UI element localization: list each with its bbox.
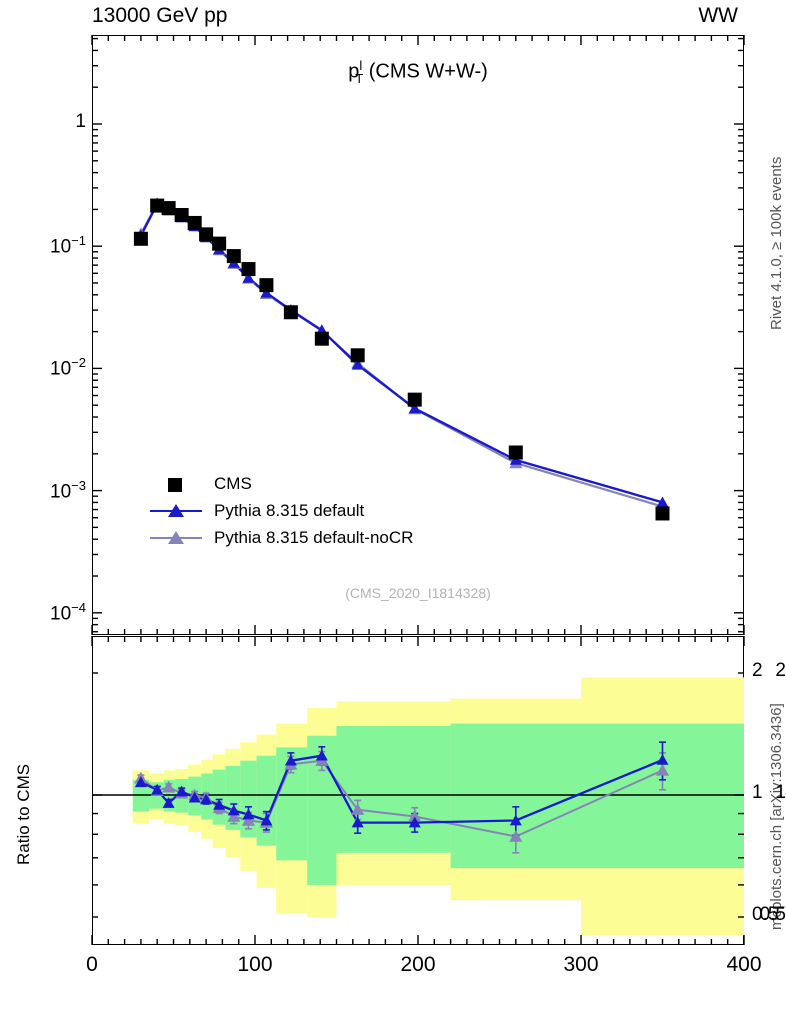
band-inner-segment	[256, 755, 277, 846]
legend-label: Pythia 8.315 default-noCR	[214, 527, 414, 547]
legend-item[interactable]: Pythia 8.315 default	[150, 497, 413, 524]
ratio-curve-default	[140, 754, 663, 824]
marker-triangle-nocr	[227, 810, 241, 822]
band-inner-segment	[132, 779, 150, 812]
main-y-ticks	[92, 37, 744, 633]
ratio-y-ticks	[92, 672, 744, 918]
x-tick-label: 400	[726, 953, 762, 976]
title-rest: (CMS W+W-)	[368, 60, 488, 83]
page-title: plT (CMS W+W-)	[92, 58, 744, 86]
marker-triangle-nocr	[162, 780, 176, 793]
main-markers-cms	[133, 198, 670, 521]
x-tick-label: 300	[563, 953, 599, 976]
analysis-id-watermark: (CMS_2020_I1814328)	[345, 585, 491, 601]
marker-triangle-default	[162, 797, 175, 808]
legend-square-icon	[168, 477, 182, 492]
main-y-tick-label: 10−4	[50, 599, 86, 625]
legend-label: CMS	[214, 473, 252, 493]
marker-triangle-default	[242, 271, 255, 283]
marker-square-cms	[350, 348, 365, 363]
main-x-ticks	[91, 35, 745, 635]
legend: CMS Pythia 8.315 default Pythia 8.315 defa…	[150, 470, 413, 551]
x-tick-label: 100	[237, 953, 273, 976]
marker-triangle-nocr	[408, 810, 422, 822]
marker-square-cms	[199, 227, 214, 242]
marker-triangle-default	[509, 814, 522, 826]
marker-triangle-default	[656, 753, 669, 765]
x-tick-label: 200	[400, 953, 436, 976]
ratio-y-tick-label-left: 2	[775, 659, 786, 681]
marker-square-cms	[174, 208, 189, 223]
legend-marker	[150, 474, 202, 494]
marker-triangle-default	[284, 754, 297, 766]
marker-square-cms	[212, 236, 227, 251]
marker-triangle-nocr	[351, 803, 365, 815]
ratio-curve-nocr	[140, 759, 663, 838]
marker-square-cms	[187, 215, 202, 230]
marker-triangle-nocr	[656, 763, 669, 776]
marker-triangle-default	[656, 496, 669, 508]
marker-square-cms	[314, 331, 329, 346]
marker-triangle-default	[260, 814, 273, 826]
header-process-label: WW	[698, 4, 738, 27]
marker-triangle-default	[200, 793, 213, 805]
band-inner-segment	[380, 725, 451, 853]
marker-square-cms	[241, 262, 256, 277]
marker-triangle-default	[175, 785, 188, 797]
marker-triangle-default	[134, 776, 147, 788]
marker-square-cms	[508, 445, 523, 460]
marker-square-cms	[161, 201, 176, 216]
marker-triangle-default	[242, 808, 255, 820]
title-superscript: l	[359, 58, 363, 73]
header-beam-label: 13000 GeV pp	[92, 4, 228, 27]
legend-triangle-icon	[168, 530, 184, 544]
ratio-y-tick-label-right: 1	[752, 782, 763, 803]
x-tick-label: 0	[86, 953, 98, 976]
ratio-uncertainty-bands	[132, 677, 744, 936]
marker-triangle-default	[227, 804, 240, 816]
marker-square-cms	[150, 198, 165, 213]
legend-marker	[150, 528, 202, 548]
legend-label: Pythia 8.315 default	[214, 500, 365, 520]
title-subscript: T	[355, 70, 364, 86]
ratio-y-tick-label-left: 0.5	[759, 904, 786, 925]
marker-square-cms	[655, 506, 670, 521]
marker-triangle-default	[151, 783, 164, 795]
marker-triangle-nocr	[509, 829, 523, 842]
legend-item[interactable]: CMS	[150, 470, 413, 497]
band-inner-segment	[212, 769, 226, 825]
marker-square-cms	[133, 231, 148, 246]
legend-marker	[150, 501, 202, 521]
marker-square-cms	[259, 278, 274, 293]
marker-triangle-nocr	[241, 814, 255, 826]
marker-square-cms	[407, 392, 422, 407]
marker-triangle-default	[213, 798, 226, 810]
marker-triangle-default	[315, 749, 328, 761]
ratio-markers-default	[134, 749, 669, 828]
marker-triangle-default	[188, 791, 201, 803]
ratio-y-tick-label-right: 0.5	[752, 904, 779, 925]
main-y-tick-label: 10−3	[50, 477, 86, 502]
main-y-tick-label: 10−2	[50, 355, 86, 380]
legend-item[interactable]: Pythia 8.315 default-noCR	[150, 524, 413, 551]
marker-triangle-default	[408, 402, 421, 414]
marker-triangle-default	[351, 816, 364, 828]
band-inner-segment	[163, 779, 176, 812]
main-y-tick-label: 1	[75, 111, 86, 132]
ratio-x-ticks	[91, 636, 745, 945]
marker-square-cms	[226, 249, 241, 264]
marker-square-cms	[283, 305, 298, 320]
main-y-tick-label: 10−1	[50, 233, 86, 258]
title-base: p	[348, 60, 360, 83]
marker-triangle-default	[351, 358, 364, 370]
ratio-y-tick-label-left: 1	[775, 782, 786, 803]
marker-triangle-default	[408, 816, 421, 828]
marker-triangle-default	[260, 286, 273, 298]
ratio-y-tick-label-right: 2	[752, 659, 763, 681]
legend-triangle-icon	[168, 503, 184, 517]
main-y-tick-labels: 1 10−1 10−2 10−3 10−4	[0, 0, 86, 1024]
